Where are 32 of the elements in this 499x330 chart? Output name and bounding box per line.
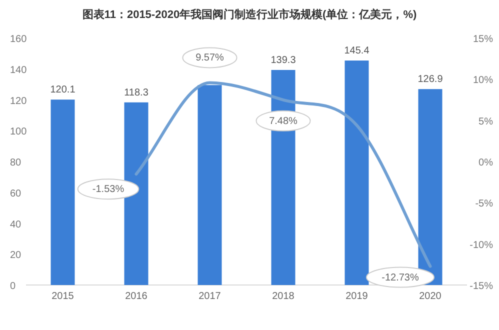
line-label: -1.53% [92, 184, 124, 196]
y2tick: 15% [472, 34, 493, 45]
ytick: 40 [10, 219, 22, 230]
bar-label: 139.3 [270, 54, 296, 66]
y2tick: -15% [470, 281, 493, 292]
bar-label: 120.1 [50, 84, 76, 96]
ytick: 140 [10, 64, 27, 76]
xtick: 2019 [346, 291, 368, 302]
ytick: 80 [10, 158, 22, 168]
ytick: 100 [10, 126, 27, 138]
xtick: 2020 [419, 291, 442, 302]
line-label: 9.57% [196, 52, 224, 64]
xtick: 2016 [125, 291, 148, 302]
line-label: -12.73% [382, 272, 419, 284]
ytick: 60 [10, 188, 22, 200]
ytick: 160 [10, 34, 27, 45]
line-label: 7.48% [269, 116, 298, 127]
y2tick: -10% [470, 240, 493, 251]
xtick: 2015 [52, 291, 74, 302]
bar-label: 118.3 [124, 87, 148, 98]
ytick: 20 [10, 250, 22, 262]
ytick: 120 [10, 96, 27, 107]
bar-label: 145.4 [344, 46, 370, 57]
y2tick: 0% [478, 158, 493, 168]
bar-label: 126.9 [418, 74, 443, 86]
xtick: 2018 [272, 291, 294, 302]
xtick: 2017 [198, 291, 221, 302]
y2tick: 5% [478, 116, 493, 128]
ytick: 0 [10, 281, 16, 292]
y2tick: 10% [472, 75, 493, 86]
title: 图表11：2015-2020年我国阀门制造行业市场规模(单位：亿美元，%) [82, 9, 417, 21]
y2tick: -5% [475, 198, 493, 210]
